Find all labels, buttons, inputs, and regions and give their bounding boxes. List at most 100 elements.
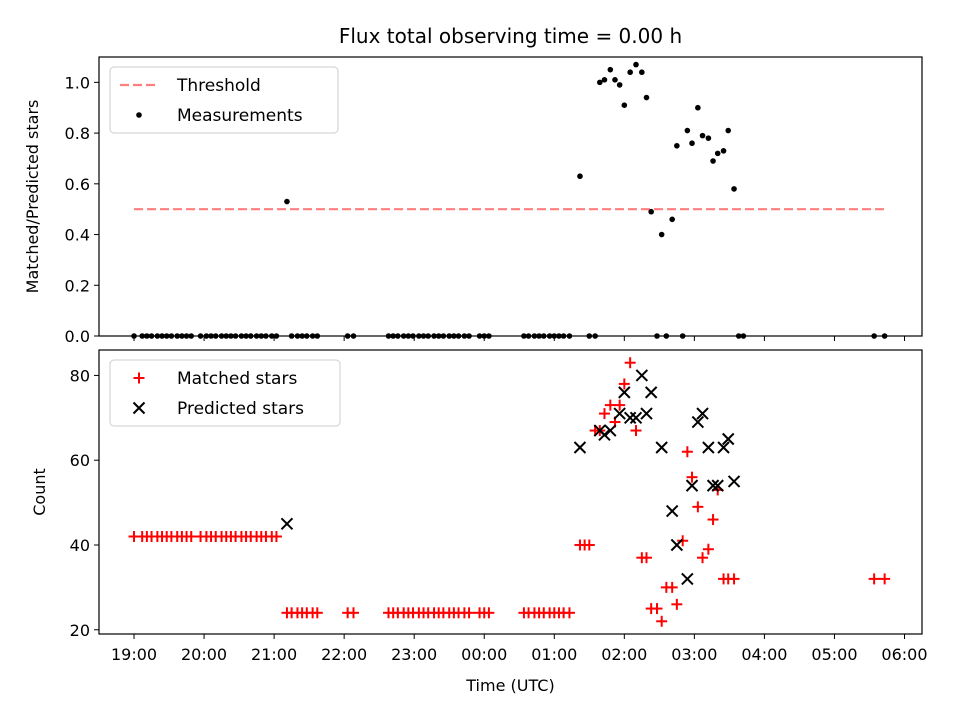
data-point (604, 399, 616, 411)
data-point-stroke (629, 411, 643, 425)
data-point (573, 441, 587, 454)
data-point (618, 378, 630, 390)
y-tick-label: 0.6 (65, 175, 90, 194)
data-point (607, 66, 614, 73)
data-point (583, 539, 595, 551)
data-point (616, 82, 623, 88)
x-tick-label: 06:00 (881, 645, 927, 664)
data-point (710, 158, 716, 164)
data-point-stroke (681, 572, 694, 586)
x-tick-label: 22:00 (321, 645, 367, 664)
data-point (577, 173, 583, 180)
data-point (686, 471, 698, 483)
data-point-stroke (722, 432, 735, 446)
data-point (651, 603, 663, 615)
data-point (711, 479, 724, 492)
data-point (681, 446, 693, 458)
data-point-stroke (598, 428, 611, 441)
data-point (463, 607, 475, 619)
x-tick-label: 23:00 (391, 645, 437, 664)
data-point (727, 475, 741, 488)
data-point (658, 231, 665, 238)
data-point (347, 607, 359, 619)
chart-panel-1: Flux total observing time = 0.00 h 0.0 0.2… (23, 24, 923, 346)
data-point (706, 479, 720, 492)
legend-label: Measurements (177, 106, 303, 126)
data-point (722, 432, 735, 446)
data-point-stroke (635, 369, 649, 382)
data-point-stroke (685, 479, 699, 492)
data-point (280, 517, 294, 530)
data-point (648, 208, 654, 215)
y-tick-label: 60 (70, 451, 90, 470)
plot-frame (98, 56, 923, 337)
data-point (720, 148, 727, 154)
data-point (691, 415, 705, 429)
x-tick-label: 21:00 (251, 645, 297, 664)
data-point (879, 573, 891, 585)
data-point (717, 441, 730, 454)
legend-x-swatch (132, 401, 146, 415)
legend: Matched stars Predicted stars (109, 359, 341, 427)
data-point (630, 425, 642, 437)
x-tick-label: 20:00 (181, 645, 227, 664)
data-point (618, 386, 631, 399)
data-point (692, 501, 704, 513)
data-point-stroke (623, 411, 637, 425)
data-point (705, 135, 712, 141)
y-tick-label: 1.0 (65, 73, 90, 92)
x-tick-label: 04:00 (741, 645, 787, 664)
x-tick-label: 19:00 (111, 645, 157, 664)
data-point-stroke (618, 386, 631, 399)
legend: Threshold Measurements (109, 66, 339, 134)
data-point (868, 573, 880, 585)
legend-label: Threshold (176, 76, 261, 96)
data-point (674, 142, 680, 149)
data-point-stroke (717, 441, 730, 454)
legend-box (109, 66, 339, 134)
data-point (655, 441, 668, 454)
data-point-stroke (280, 517, 294, 530)
series-matched-stars (128, 357, 891, 627)
y-tick-label: 0.8 (65, 124, 90, 143)
y-tick-label: 0.0 (65, 327, 90, 346)
legend-plus-swatch (133, 372, 145, 384)
data-point (284, 198, 290, 205)
data-point (665, 504, 679, 518)
data-point (270, 531, 282, 543)
data-point-stroke (644, 386, 658, 399)
data-point-stroke (727, 475, 741, 488)
data-point (640, 407, 653, 420)
x-tick-label: 02:00 (601, 645, 647, 664)
data-point (689, 140, 695, 147)
data-point (623, 411, 637, 425)
series-predicted-stars (280, 369, 741, 586)
x-tick-label: 03:00 (671, 645, 717, 664)
data-point (697, 552, 709, 564)
data-point (601, 77, 608, 83)
data-point-stroke (711, 479, 724, 492)
x-tick-label: 00:00 (461, 645, 507, 664)
data-point (731, 186, 737, 192)
data-point (621, 102, 628, 108)
y-tick-label: 0.2 (65, 276, 90, 295)
data-point (627, 69, 633, 76)
data-point (614, 399, 626, 411)
data-point (483, 607, 495, 619)
data-point (696, 407, 709, 420)
data-point (633, 61, 639, 68)
data-point (669, 216, 675, 223)
y-tick-label: 40 (70, 536, 90, 555)
data-point (656, 615, 668, 627)
x-tick-label: 01:00 (531, 645, 577, 664)
data-point (707, 514, 719, 526)
data-point (643, 94, 650, 101)
series-measurements (131, 61, 888, 339)
data-point (624, 357, 636, 369)
data-point (635, 369, 649, 382)
data-point (597, 79, 603, 86)
data-point (185, 531, 197, 543)
data-point (728, 573, 740, 585)
data-point-stroke (706, 479, 720, 492)
